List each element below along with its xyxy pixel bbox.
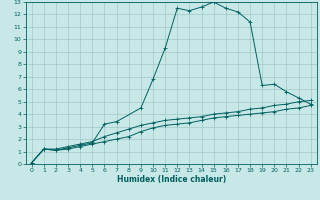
X-axis label: Humidex (Indice chaleur): Humidex (Indice chaleur) <box>116 175 226 184</box>
